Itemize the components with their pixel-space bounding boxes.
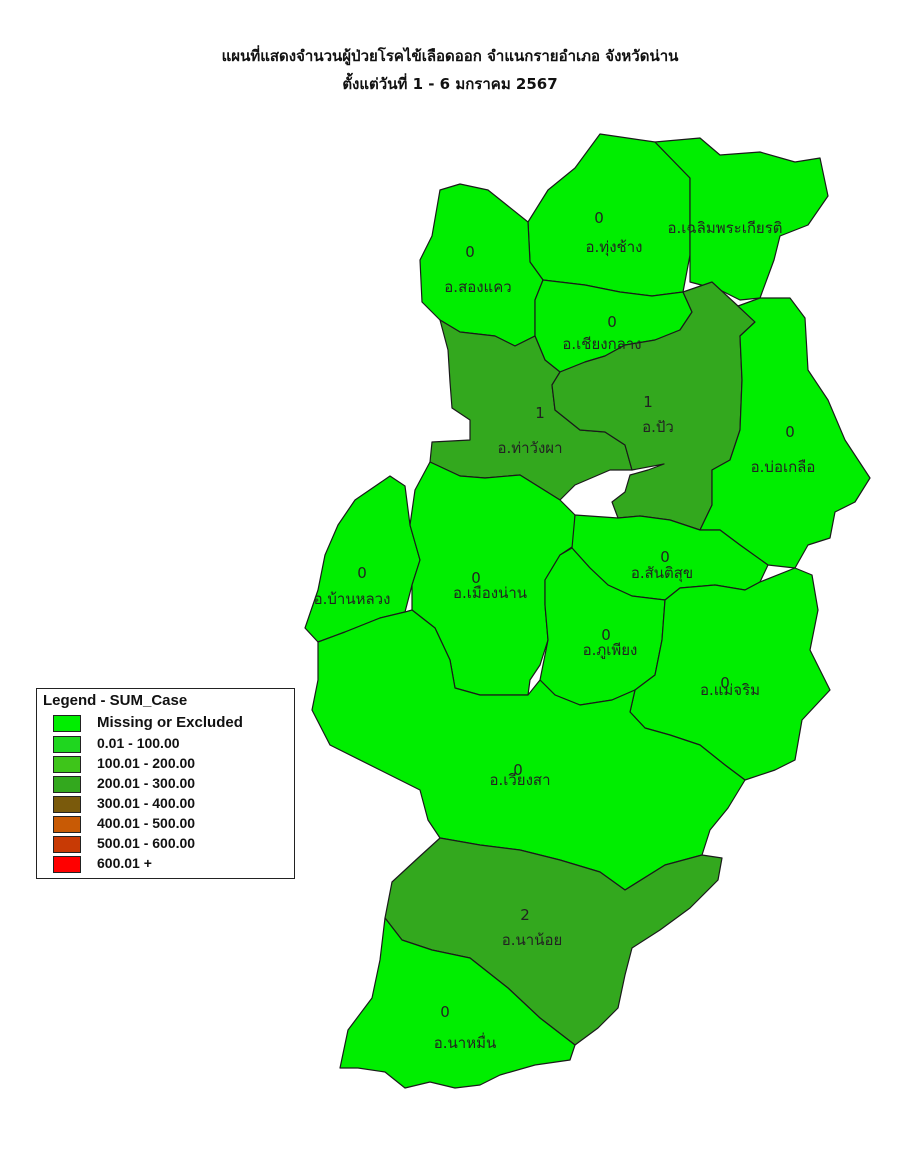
legend-label: 0.01 - 100.00 [97, 735, 180, 751]
district-song-khwae[interactable] [419, 183, 544, 347]
value-na-noi: 2 [520, 906, 530, 924]
label-chiang-klang: อ.เชียงกลาง [562, 335, 641, 353]
label-chaloem: อ.เฉลิมพระเกียรติ [668, 219, 783, 237]
value-chiang-klang: 0 [607, 313, 617, 331]
label-tha-wang-pha: อ.ท่าวังผา [497, 439, 562, 457]
value-mueang-nan: 0 [471, 569, 481, 587]
legend-label: 300.01 - 400.00 [97, 795, 196, 811]
legend-label: 400.01 - 500.00 [97, 815, 196, 831]
label-phu-phiang: อ.ภูเพียง [583, 641, 638, 659]
label-bo-kluea: อ.บ่อเกลือ [751, 458, 816, 476]
legend-label: 200.01 - 300.00 [97, 775, 196, 791]
map-title-line1: แผนที่แสดงจำนวนผู้ป่วยโรคไข้เลือดออก จำแ… [221, 47, 679, 65]
label-pua: อ.ปัว [642, 418, 674, 436]
district-thung-chang[interactable] [527, 133, 691, 297]
legend-swatch [53, 816, 81, 833]
value-song-khwae: 0 [465, 243, 475, 261]
value-phu-phiang: 0 [601, 626, 611, 644]
value-santi-suk: 0 [660, 548, 670, 566]
value-mae-charim: 0 [720, 674, 730, 692]
district-tha-wang-pha[interactable] [429, 319, 633, 501]
value-pua: 1 [643, 393, 653, 411]
legend-label: 100.01 - 200.00 [97, 755, 196, 771]
map-legend: Legend - SUM_Case Missing or Excluded 0.… [36, 688, 295, 879]
district-na-muen[interactable] [339, 917, 576, 1089]
value-tha-wang-pha: 1 [535, 404, 545, 422]
legend-swatch [53, 796, 81, 813]
label-mueang-nan: อ.เมืองน่าน [453, 584, 527, 602]
label-na-muen: อ.นาหมื่น [434, 1032, 496, 1052]
label-ban-luang: อ.บ้านหลวง [314, 590, 391, 608]
legend-swatch [53, 856, 81, 873]
value-thung-chang: 0 [594, 209, 604, 227]
label-wiang-sa: อ.เวียงสา [489, 771, 550, 789]
district-wiang-sa[interactable] [311, 609, 746, 891]
legend-label: Missing or Excluded [97, 714, 243, 731]
legend-swatch [53, 756, 81, 773]
legend-label: 500.01 - 600.00 [97, 835, 196, 851]
value-bo-kluea: 0 [785, 423, 795, 441]
value-wiang-sa: 0 [513, 761, 523, 779]
legend-swatch [53, 736, 81, 753]
label-song-khwae: อ.สองแคว [444, 278, 511, 296]
legend-label: 600.01 + [97, 855, 152, 871]
legend-swatch [53, 715, 81, 732]
label-mae-charim: อ.แม่จริม [700, 681, 760, 699]
label-santi-suk: อ.สันติสุข [631, 564, 693, 583]
value-ban-luang: 0 [357, 564, 367, 582]
legend-title: Legend - SUM_Case [43, 692, 188, 709]
map-title-line2: ตั้งแต่วันที่ 1 - 6 มกราคม 2567 [342, 75, 558, 93]
label-na-noi: อ.นาน้อย [502, 931, 563, 949]
value-na-muen: 0 [440, 1003, 450, 1021]
legend-swatch [53, 776, 81, 793]
legend-swatch [53, 836, 81, 853]
label-thung-chang: อ.ทุ่งช้าง [586, 238, 643, 257]
district-mueang-nan[interactable] [409, 461, 576, 696]
